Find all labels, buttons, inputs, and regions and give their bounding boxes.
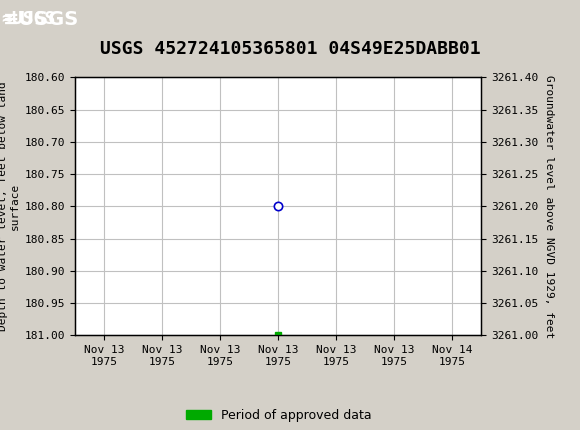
Text: ≡USGS: ≡USGS	[3, 10, 79, 29]
Y-axis label: Groundwater level above NGVD 1929, feet: Groundwater level above NGVD 1929, feet	[544, 75, 554, 338]
Text: ≈USGS: ≈USGS	[2, 10, 56, 28]
Legend: Period of approved data: Period of approved data	[180, 404, 376, 427]
Y-axis label: Depth to water level, feet below land
surface: Depth to water level, feet below land su…	[0, 82, 20, 331]
Text: USGS 452724105365801 04S49E25DABB01: USGS 452724105365801 04S49E25DABB01	[100, 40, 480, 58]
